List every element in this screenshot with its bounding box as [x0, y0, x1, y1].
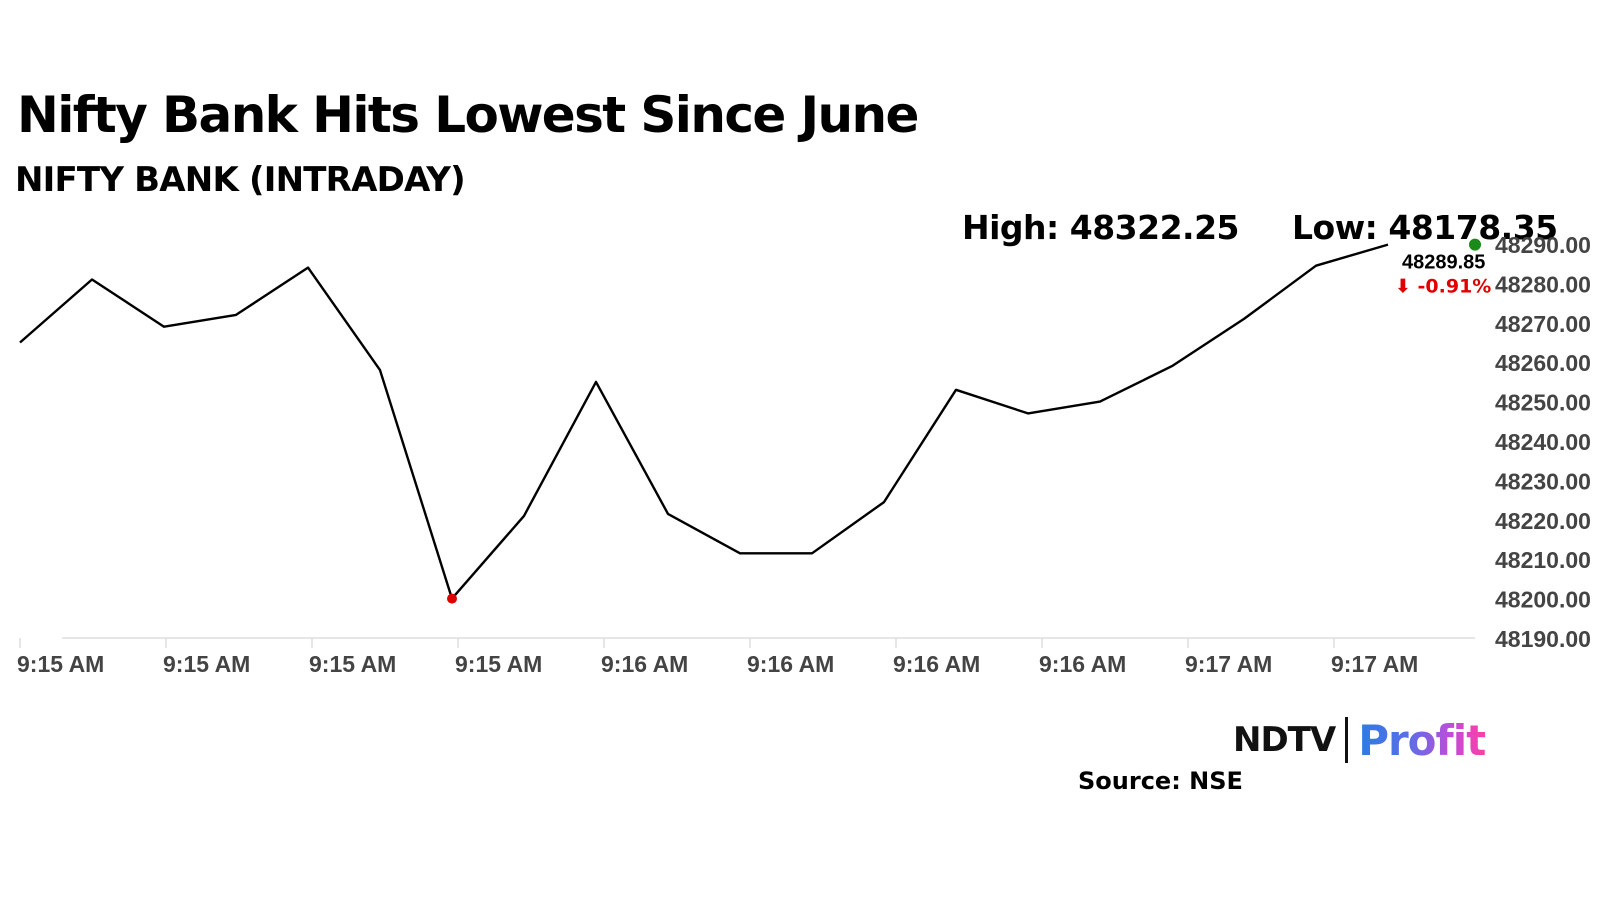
y-tick-label: 48210.00 — [1495, 547, 1591, 573]
low-point-marker — [447, 593, 457, 604]
low-value: Low: 48178.35 — [1292, 208, 1558, 247]
x-tick-label: 9:15 AM — [309, 651, 396, 677]
x-tick-label: 9:16 AM — [601, 651, 688, 677]
chart-title: Nifty Bank Hits Lowest Since June — [17, 86, 919, 144]
y-tick-label: 48290.00 — [1495, 232, 1591, 258]
y-tick-label: 48280.00 — [1495, 271, 1591, 297]
source-note: Source: NSE — [1078, 767, 1243, 795]
x-tick-label: 9:16 AM — [1039, 651, 1126, 677]
last-value-label: 48289.85 — [1402, 252, 1485, 274]
y-tick-label: 48260.00 — [1495, 350, 1591, 376]
y-tick-label: 48220.00 — [1495, 508, 1591, 534]
x-tick-label: 9:15 AM — [455, 651, 542, 677]
y-tick-label: 48240.00 — [1495, 429, 1591, 455]
y-tick-label: 48270.00 — [1495, 311, 1591, 337]
price-line — [19, 243, 1389, 600]
y-tick-label: 48200.00 — [1495, 587, 1591, 613]
x-tick-label: 9:15 AM — [163, 651, 250, 677]
x-tick-label: 9:15 AM — [17, 651, 104, 677]
x-tick-label: 9:17 AM — [1331, 651, 1418, 677]
y-tick-label: 48190.00 — [1495, 626, 1591, 652]
high-value: High: 48322.25 — [962, 208, 1240, 247]
logo-divider — [1345, 717, 1349, 763]
x-tick-label: 9:16 AM — [893, 651, 980, 677]
y-tick-label: 48230.00 — [1495, 468, 1591, 494]
last-point-marker — [1469, 238, 1481, 251]
x-tick-label: 9:17 AM — [1185, 651, 1272, 677]
logo-ndtv-text: NDTV — [1233, 720, 1336, 760]
change-label: ⬇ -0.91% — [1395, 276, 1491, 298]
chart-subtitle: NIFTY BANK (INTRADAY) — [15, 160, 466, 200]
ndtv-profit-logo: NDTV Profit — [1233, 713, 1486, 767]
x-tick-label: 9:16 AM — [747, 651, 834, 677]
y-tick-label: 48250.00 — [1495, 390, 1591, 416]
logo-profit-text: Profit — [1358, 715, 1486, 765]
